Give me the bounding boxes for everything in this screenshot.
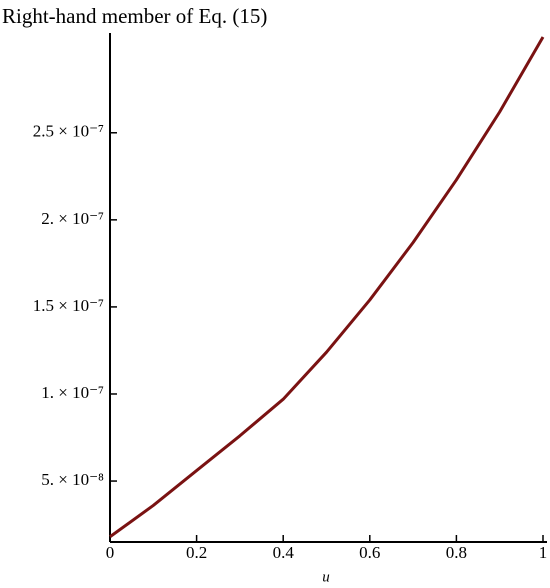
y-tick-label: 1. × 10⁻⁷ (41, 383, 104, 402)
chart-title: Right-hand member of Eq. (15) (2, 4, 267, 28)
x-tick-label: 0.8 (446, 543, 467, 562)
y-tick-label: 1.5 × 10⁻⁷ (33, 296, 104, 315)
x-tick-label: 0.4 (273, 543, 295, 562)
x-axis-label: u (322, 569, 330, 585)
x-tick-label: 0 (106, 543, 115, 562)
x-tick-label: 0.6 (359, 543, 380, 562)
x-tick-label: 1 (539, 543, 548, 562)
y-tick-label: 2. × 10⁻⁷ (41, 209, 104, 228)
x-tick-label: 0.2 (186, 543, 207, 562)
data-line (109, 36, 545, 538)
y-tick-label: 2.5 × 10⁻⁷ (33, 122, 104, 141)
y-tick-label: 5. × 10⁻⁸ (41, 470, 104, 489)
